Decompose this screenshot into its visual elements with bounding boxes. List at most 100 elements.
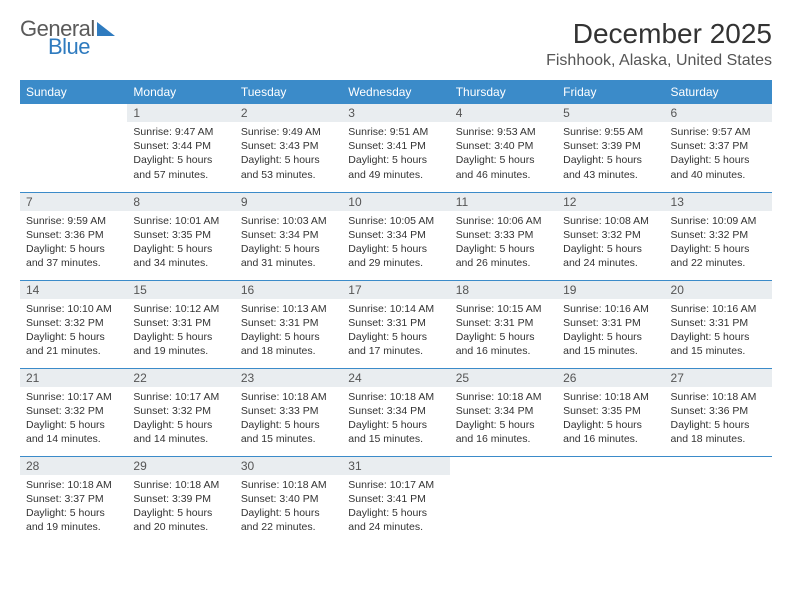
- calendar-header: SundayMondayTuesdayWednesdayThursdayFrid…: [20, 80, 772, 104]
- calendar-cell: 18Sunrise: 10:15 AMSunset: 3:31 PMDaylig…: [450, 280, 557, 368]
- day-details: Sunrise: 10:18 AMSunset: 3:34 PMDaylight…: [342, 387, 449, 453]
- day-number: 4: [450, 104, 557, 122]
- day-details: Sunrise: 9:47 AMSunset: 3:44 PMDaylight:…: [127, 122, 234, 188]
- day-details: Sunrise: 9:49 AMSunset: 3:43 PMDaylight:…: [235, 122, 342, 188]
- day-details: Sunrise: 10:16 AMSunset: 3:31 PMDaylight…: [557, 299, 664, 365]
- brand-part2: Blue: [20, 36, 115, 58]
- calendar-cell: 16Sunrise: 10:13 AMSunset: 3:31 PMDaylig…: [235, 280, 342, 368]
- day-details: Sunrise: 10:18 AMSunset: 3:34 PMDaylight…: [450, 387, 557, 453]
- calendar-cell: 19Sunrise: 10:16 AMSunset: 3:31 PMDaylig…: [557, 280, 664, 368]
- weekday-header: Thursday: [450, 80, 557, 104]
- day-number: 1: [127, 104, 234, 122]
- calendar-cell: 15Sunrise: 10:12 AMSunset: 3:31 PMDaylig…: [127, 280, 234, 368]
- day-details: Sunrise: 10:05 AMSunset: 3:34 PMDaylight…: [342, 211, 449, 277]
- calendar-cell: 20Sunrise: 10:16 AMSunset: 3:31 PMDaylig…: [665, 280, 772, 368]
- calendar-cell: 25Sunrise: 10:18 AMSunset: 3:34 PMDaylig…: [450, 368, 557, 456]
- day-number: 25: [450, 369, 557, 387]
- day-details: Sunrise: 9:53 AMSunset: 3:40 PMDaylight:…: [450, 122, 557, 188]
- day-number: 19: [557, 281, 664, 299]
- day-details: Sunrise: 10:12 AMSunset: 3:31 PMDaylight…: [127, 299, 234, 365]
- calendar-cell: 22Sunrise: 10:17 AMSunset: 3:32 PMDaylig…: [127, 368, 234, 456]
- day-number: 14: [20, 281, 127, 299]
- day-details: Sunrise: 10:18 AMSunset: 3:39 PMDaylight…: [127, 475, 234, 541]
- location: Fishhook, Alaska, United States: [546, 52, 772, 70]
- calendar-cell: 3Sunrise: 9:51 AMSunset: 3:41 PMDaylight…: [342, 104, 449, 192]
- day-details: Sunrise: 10:18 AMSunset: 3:37 PMDaylight…: [20, 475, 127, 541]
- calendar-cell: 6Sunrise: 9:57 AMSunset: 3:37 PMDaylight…: [665, 104, 772, 192]
- calendar-cell: 28Sunrise: 10:18 AMSunset: 3:37 PMDaylig…: [20, 456, 127, 544]
- day-number: 15: [127, 281, 234, 299]
- calendar-cell: 10Sunrise: 10:05 AMSunset: 3:34 PMDaylig…: [342, 192, 449, 280]
- calendar-cell: 13Sunrise: 10:09 AMSunset: 3:32 PMDaylig…: [665, 192, 772, 280]
- day-number: 16: [235, 281, 342, 299]
- day-number: 26: [557, 369, 664, 387]
- day-number: 24: [342, 369, 449, 387]
- day-number: 21: [20, 369, 127, 387]
- calendar-cell: 21Sunrise: 10:17 AMSunset: 3:32 PMDaylig…: [20, 368, 127, 456]
- brand-triangle-icon: [97, 22, 115, 36]
- calendar-cell: [665, 456, 772, 544]
- calendar-cell: 8Sunrise: 10:01 AMSunset: 3:35 PMDayligh…: [127, 192, 234, 280]
- day-number: 28: [20, 457, 127, 475]
- day-number: 3: [342, 104, 449, 122]
- calendar-cell: 17Sunrise: 10:14 AMSunset: 3:31 PMDaylig…: [342, 280, 449, 368]
- calendar-cell: [20, 104, 127, 192]
- day-number: 8: [127, 193, 234, 211]
- weekday-header: Wednesday: [342, 80, 449, 104]
- day-details: Sunrise: 10:06 AMSunset: 3:33 PMDaylight…: [450, 211, 557, 277]
- weekday-header: Saturday: [665, 80, 772, 104]
- day-number: 9: [235, 193, 342, 211]
- calendar-cell: 26Sunrise: 10:18 AMSunset: 3:35 PMDaylig…: [557, 368, 664, 456]
- day-number: 17: [342, 281, 449, 299]
- day-number: 13: [665, 193, 772, 211]
- calendar-cell: 23Sunrise: 10:18 AMSunset: 3:33 PMDaylig…: [235, 368, 342, 456]
- day-details: Sunrise: 10:16 AMSunset: 3:31 PMDaylight…: [665, 299, 772, 365]
- day-details: Sunrise: 10:10 AMSunset: 3:32 PMDaylight…: [20, 299, 127, 365]
- calendar-cell: 30Sunrise: 10:18 AMSunset: 3:40 PMDaylig…: [235, 456, 342, 544]
- day-details: Sunrise: 10:14 AMSunset: 3:31 PMDaylight…: [342, 299, 449, 365]
- header: GeneralBlue December 2025 Fishhook, Alas…: [20, 18, 772, 70]
- day-number: 5: [557, 104, 664, 122]
- brand-logo: GeneralBlue: [20, 18, 115, 58]
- day-details: Sunrise: 10:17 AMSunset: 3:32 PMDaylight…: [127, 387, 234, 453]
- calendar-cell: 5Sunrise: 9:55 AMSunset: 3:39 PMDaylight…: [557, 104, 664, 192]
- calendar-cell: 14Sunrise: 10:10 AMSunset: 3:32 PMDaylig…: [20, 280, 127, 368]
- day-details: Sunrise: 9:55 AMSunset: 3:39 PMDaylight:…: [557, 122, 664, 188]
- day-number: 29: [127, 457, 234, 475]
- day-details: Sunrise: 9:59 AMSunset: 3:36 PMDaylight:…: [20, 211, 127, 277]
- day-details: Sunrise: 10:08 AMSunset: 3:32 PMDaylight…: [557, 211, 664, 277]
- weekday-header: Friday: [557, 80, 664, 104]
- month-title: December 2025: [546, 18, 772, 50]
- calendar-cell: 11Sunrise: 10:06 AMSunset: 3:33 PMDaylig…: [450, 192, 557, 280]
- calendar-cell: [450, 456, 557, 544]
- day-details: Sunrise: 10:15 AMSunset: 3:31 PMDaylight…: [450, 299, 557, 365]
- day-number: 11: [450, 193, 557, 211]
- day-details: Sunrise: 10:01 AMSunset: 3:35 PMDaylight…: [127, 211, 234, 277]
- calendar-cell: 7Sunrise: 9:59 AMSunset: 3:36 PMDaylight…: [20, 192, 127, 280]
- day-number: 18: [450, 281, 557, 299]
- day-number: 10: [342, 193, 449, 211]
- calendar-cell: 4Sunrise: 9:53 AMSunset: 3:40 PMDaylight…: [450, 104, 557, 192]
- day-number: 2: [235, 104, 342, 122]
- weekday-header: Monday: [127, 80, 234, 104]
- calendar-cell: [557, 456, 664, 544]
- day-details: Sunrise: 10:09 AMSunset: 3:32 PMDaylight…: [665, 211, 772, 277]
- calendar-table: SundayMondayTuesdayWednesdayThursdayFrid…: [20, 80, 772, 544]
- day-number: 12: [557, 193, 664, 211]
- calendar-cell: 9Sunrise: 10:03 AMSunset: 3:34 PMDayligh…: [235, 192, 342, 280]
- calendar-cell: 12Sunrise: 10:08 AMSunset: 3:32 PMDaylig…: [557, 192, 664, 280]
- day-details: Sunrise: 10:18 AMSunset: 3:40 PMDaylight…: [235, 475, 342, 541]
- calendar-cell: 27Sunrise: 10:18 AMSunset: 3:36 PMDaylig…: [665, 368, 772, 456]
- day-number: 22: [127, 369, 234, 387]
- day-details: Sunrise: 10:18 AMSunset: 3:35 PMDaylight…: [557, 387, 664, 453]
- day-details: Sunrise: 9:57 AMSunset: 3:37 PMDaylight:…: [665, 122, 772, 188]
- calendar-cell: 31Sunrise: 10:17 AMSunset: 3:41 PMDaylig…: [342, 456, 449, 544]
- day-details: Sunrise: 10:17 AMSunset: 3:41 PMDaylight…: [342, 475, 449, 541]
- calendar-body: 1Sunrise: 9:47 AMSunset: 3:44 PMDaylight…: [20, 104, 772, 544]
- day-details: Sunrise: 10:17 AMSunset: 3:32 PMDaylight…: [20, 387, 127, 453]
- day-details: Sunrise: 10:03 AMSunset: 3:34 PMDaylight…: [235, 211, 342, 277]
- weekday-header: Sunday: [20, 80, 127, 104]
- day-details: Sunrise: 10:18 AMSunset: 3:33 PMDaylight…: [235, 387, 342, 453]
- day-number: 27: [665, 369, 772, 387]
- calendar-cell: 29Sunrise: 10:18 AMSunset: 3:39 PMDaylig…: [127, 456, 234, 544]
